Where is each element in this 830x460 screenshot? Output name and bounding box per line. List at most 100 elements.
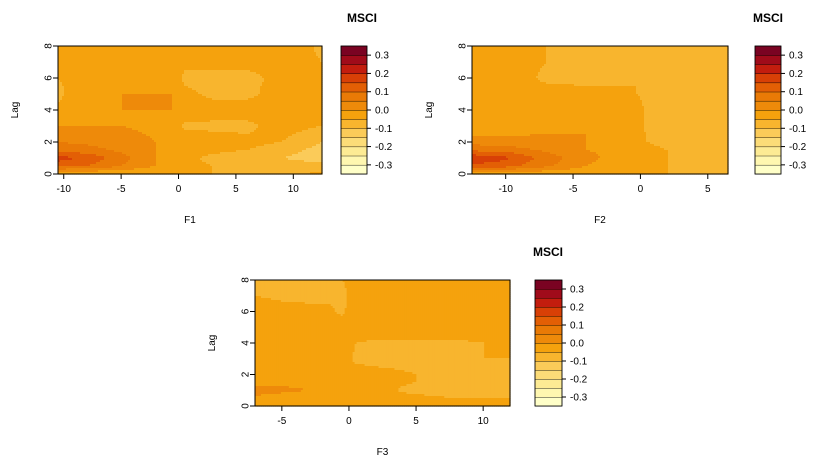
contour-cell	[148, 56, 151, 59]
contour-cell	[74, 56, 77, 59]
contour-cell	[220, 60, 223, 63]
contour-cell	[102, 58, 105, 61]
contour-cell	[256, 48, 259, 51]
contour-cell	[246, 58, 249, 61]
contour-cell	[266, 50, 269, 53]
contour-cell	[154, 48, 157, 51]
contour-cell	[270, 62, 273, 65]
contour-cell	[262, 54, 265, 57]
contour-cell	[134, 46, 137, 49]
contour-cell	[152, 60, 155, 63]
contour-cell	[178, 50, 181, 53]
contour-cell	[238, 54, 241, 57]
contour-cell	[136, 50, 139, 53]
contour-cell	[200, 56, 203, 59]
contour-cell	[176, 62, 179, 65]
contour-cell	[94, 46, 97, 49]
contour-cell	[282, 46, 285, 49]
contour-cell	[114, 60, 117, 63]
contour-cell	[296, 54, 299, 57]
contour-cell	[78, 56, 81, 59]
contour-cell	[98, 56, 101, 59]
contour-cell	[266, 58, 269, 61]
contour-cell	[96, 60, 99, 63]
contour-cell	[298, 58, 301, 61]
contour-cell	[320, 56, 323, 59]
contour-cell	[134, 50, 137, 53]
contour-cell	[158, 50, 161, 53]
contour-cell	[192, 62, 195, 65]
contour-cell	[250, 62, 253, 65]
contour-cell	[240, 54, 243, 57]
contour-cell	[120, 62, 123, 65]
contour-cell	[170, 58, 173, 61]
contour-cell	[196, 52, 199, 55]
contour-cell	[238, 58, 241, 61]
contour-cell	[288, 52, 291, 55]
contour-cell	[118, 48, 121, 51]
contour-cell	[94, 56, 97, 59]
contour-cell	[300, 48, 303, 51]
contour-cell	[266, 62, 269, 65]
contour-cell	[96, 48, 99, 51]
contour-cell	[252, 56, 255, 59]
contour-cell	[214, 56, 217, 59]
contour-cell	[302, 54, 305, 57]
contour-cell	[112, 56, 115, 59]
contour-cell	[204, 52, 207, 55]
contour-cell	[294, 48, 297, 51]
contour-cell	[260, 50, 263, 53]
contour-cell	[226, 54, 229, 57]
contour-cell	[78, 60, 81, 63]
contour-cell	[174, 54, 177, 57]
contour-cell	[254, 60, 257, 63]
contour-cell	[318, 50, 321, 53]
contour-cell	[110, 56, 113, 59]
contour-cell	[224, 50, 227, 53]
contour-cell	[238, 52, 241, 55]
contour-cell	[244, 48, 247, 51]
contour-cell	[140, 54, 143, 57]
contour-cell	[210, 54, 213, 57]
contour-cell	[186, 56, 189, 59]
contour-cell	[68, 48, 71, 51]
contour-cell	[112, 46, 115, 49]
contour-cell	[218, 50, 221, 53]
contour-cell	[102, 56, 105, 59]
contour-cell	[168, 60, 171, 63]
contour-cell	[222, 56, 225, 59]
contour-cell	[138, 58, 141, 61]
contour-cell	[264, 48, 267, 51]
contour-cell	[60, 56, 63, 59]
contour-cell	[180, 50, 183, 53]
contour-cell	[260, 52, 263, 55]
contour-cell	[118, 62, 121, 65]
contour-cell	[188, 50, 191, 53]
contour-cell	[266, 48, 269, 51]
contour-cell	[156, 58, 159, 61]
contour-cell	[192, 48, 195, 51]
contour-cell	[290, 48, 293, 51]
contour-cell	[292, 58, 295, 61]
contour-cell	[312, 54, 315, 57]
contour-cell	[258, 60, 261, 63]
contour-cell	[318, 58, 321, 61]
contour-cell	[110, 48, 113, 51]
contour-cell	[294, 52, 297, 55]
contour-cell	[72, 48, 75, 51]
contour-cell	[228, 50, 231, 53]
contour-cell	[310, 54, 313, 57]
contour-cell	[288, 56, 291, 59]
contour-cell	[58, 64, 61, 67]
contour-cell	[294, 50, 297, 53]
contour-cell	[216, 60, 219, 63]
contour-cell	[302, 50, 305, 53]
contour-cell	[200, 46, 203, 49]
contour-cell	[78, 52, 81, 55]
contour-cell	[104, 56, 107, 59]
contour-cell	[148, 62, 151, 65]
contour-cell	[186, 46, 189, 49]
contour-cell	[116, 54, 119, 57]
contour-cell	[164, 56, 167, 59]
contour-cell	[284, 52, 287, 55]
